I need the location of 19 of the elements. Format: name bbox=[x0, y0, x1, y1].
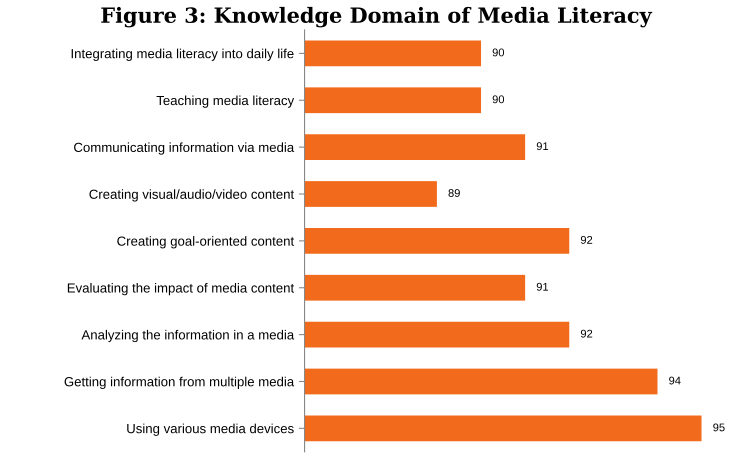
chart-title: Figure 3: Knowledge Domain of Media Literacy bbox=[101, 6, 652, 28]
y-tick-label: Creating visual/audio/video content bbox=[89, 189, 294, 202]
data-label: 94 bbox=[669, 376, 681, 384]
data-label: 90 bbox=[492, 95, 504, 104]
data-label: 89 bbox=[448, 189, 460, 197]
y-tick-label: Using various media devices bbox=[127, 424, 294, 436]
y-tick-label: Teaching media literacy bbox=[156, 95, 294, 108]
data-label: 92 bbox=[580, 236, 592, 244]
y-tick-label: Communicating information via media bbox=[74, 142, 294, 155]
data-label: 95 bbox=[713, 423, 725, 432]
y-tick-label: Integrating media literacy into daily life bbox=[72, 48, 294, 61]
y-tick-label: Creating goal-oriented content bbox=[117, 236, 294, 248]
data-label: 90 bbox=[492, 48, 504, 56]
data-label: 91 bbox=[536, 282, 548, 291]
data-label: 92 bbox=[580, 330, 592, 338]
data-label: 91 bbox=[536, 142, 548, 150]
y-tick-label: Analyzing the information in a media bbox=[81, 330, 294, 342]
y-tick-label: Evaluating the impact of media content bbox=[68, 282, 294, 296]
y-tick-label: Getting information from multiple media bbox=[64, 376, 294, 389]
